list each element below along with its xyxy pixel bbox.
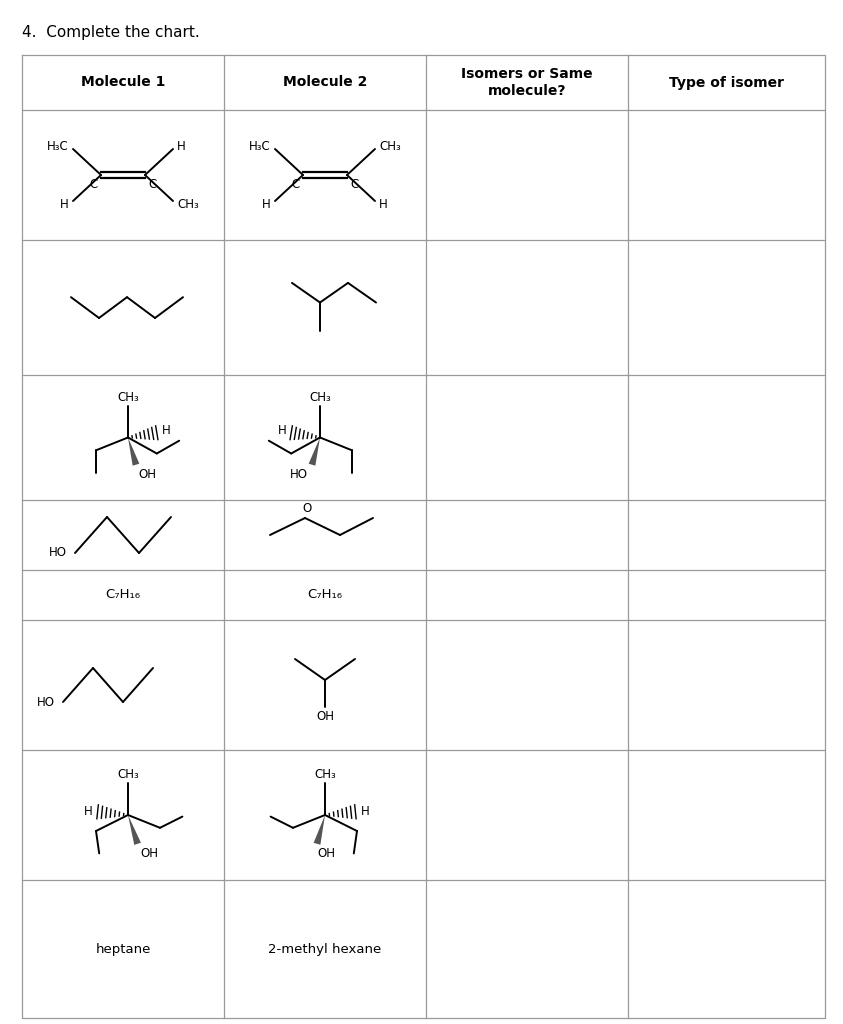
Text: OH: OH xyxy=(141,847,158,860)
Text: OH: OH xyxy=(316,710,334,723)
Text: C: C xyxy=(350,178,358,191)
Text: C₇H₁₆: C₇H₁₆ xyxy=(105,589,141,601)
Text: 4.  Complete the chart.: 4. Complete the chart. xyxy=(22,25,200,40)
Polygon shape xyxy=(314,815,325,845)
Polygon shape xyxy=(309,437,320,466)
Text: H: H xyxy=(361,805,369,818)
Text: Molecule 2: Molecule 2 xyxy=(282,76,368,89)
Text: OH: OH xyxy=(138,468,156,481)
Text: H₃C: H₃C xyxy=(47,139,69,153)
Text: C: C xyxy=(292,178,300,191)
Text: Molecule 1: Molecule 1 xyxy=(81,76,165,89)
Text: H: H xyxy=(162,424,170,437)
Text: HO: HO xyxy=(49,547,67,559)
Text: HO: HO xyxy=(37,695,55,709)
Text: OH: OH xyxy=(317,847,335,860)
Text: C: C xyxy=(148,178,156,191)
Text: CH₃: CH₃ xyxy=(314,768,336,781)
Text: H: H xyxy=(83,805,93,818)
Text: O: O xyxy=(303,502,312,514)
Text: heptane: heptane xyxy=(95,942,151,955)
Text: CH₃: CH₃ xyxy=(177,199,199,212)
Text: CH₃: CH₃ xyxy=(117,768,139,781)
Text: H: H xyxy=(277,424,287,437)
Text: HO: HO xyxy=(290,468,308,481)
Text: H: H xyxy=(60,199,69,212)
Text: CH₃: CH₃ xyxy=(117,391,139,404)
Text: H: H xyxy=(262,199,271,212)
Text: Isomers or Same
molecule?: Isomers or Same molecule? xyxy=(461,68,593,97)
Text: H: H xyxy=(177,139,185,153)
Text: C₇H₁₆: C₇H₁₆ xyxy=(308,589,342,601)
Text: CH₃: CH₃ xyxy=(309,391,330,404)
Polygon shape xyxy=(128,437,139,466)
Text: 2-methyl hexane: 2-methyl hexane xyxy=(268,942,382,955)
Text: H: H xyxy=(379,199,388,212)
Text: C: C xyxy=(89,178,98,191)
Text: CH₃: CH₃ xyxy=(379,139,400,153)
Text: Type of isomer: Type of isomer xyxy=(669,76,784,89)
Polygon shape xyxy=(128,815,141,845)
Text: H₃C: H₃C xyxy=(250,139,271,153)
